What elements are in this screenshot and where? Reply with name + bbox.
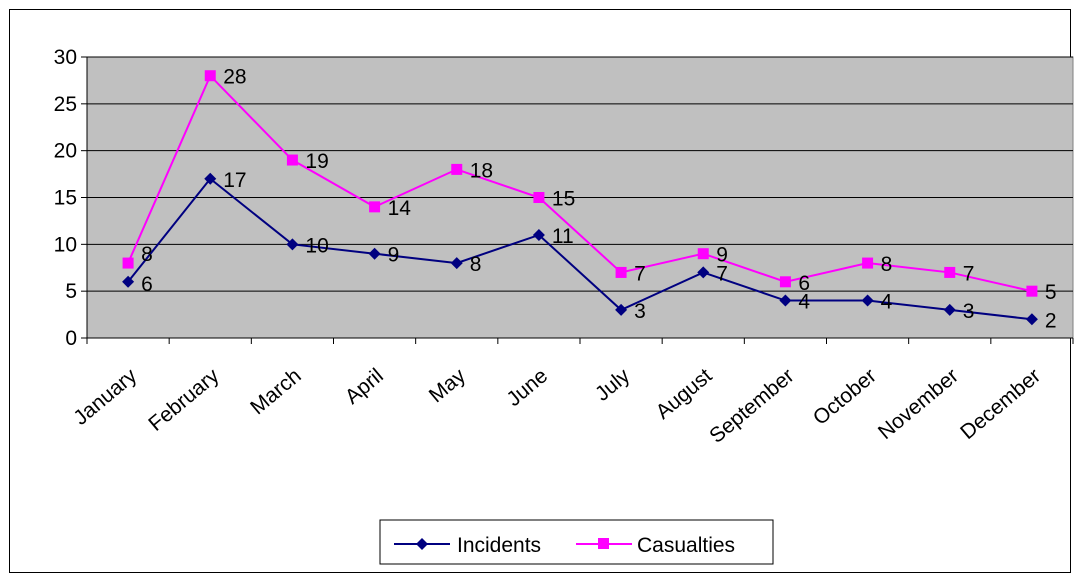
data-point-casualties: [533, 192, 545, 203]
data-point-incidents: [1025, 313, 1038, 326]
data-label-incidents: 8: [470, 253, 482, 276]
series-line-casualties: [127, 73, 1033, 293]
x-tick-label: June: [502, 364, 552, 411]
data-point-casualties: [204, 70, 216, 82]
x-tick-label: August: [652, 364, 717, 424]
data-label-casualties: 7: [634, 262, 646, 285]
legend-incidents-label: Incidents: [457, 534, 541, 557]
x-tick-label: May: [425, 364, 471, 407]
data-point-incidents: [615, 303, 628, 316]
x-tick-label: April: [341, 364, 388, 409]
x-tick-label: September: [705, 364, 798, 448]
data-point-incidents: [450, 257, 463, 270]
data-point-casualties: [615, 266, 627, 278]
x-tick-label: January: [69, 364, 141, 430]
data-point-incidents: [122, 275, 135, 288]
data-label-incidents: 3: [963, 300, 975, 323]
y-tick-label: 5: [65, 280, 77, 303]
data-label-casualties: 8: [141, 243, 153, 266]
data-label-casualties: 8: [881, 253, 893, 276]
x-tick-label: February: [144, 364, 224, 436]
x-tick-label: July: [591, 364, 635, 406]
x-tick-label: November: [874, 364, 963, 444]
y-tick-label: 20: [54, 140, 77, 163]
data-label-incidents: 9: [388, 244, 400, 267]
data-point-incidents: [697, 266, 710, 279]
data-point-casualties: [697, 248, 709, 260]
data-point-casualties: [369, 201, 381, 213]
data-point-incidents: [204, 172, 217, 185]
data-point-incidents: [532, 228, 545, 241]
data-point-incidents: [943, 303, 956, 316]
data-point-incidents: [368, 247, 381, 260]
data-point-casualties: [779, 276, 791, 288]
data-label-casualties: 28: [223, 66, 246, 89]
data-label-incidents: 7: [716, 262, 728, 285]
legend-incidents-marker: [416, 538, 428, 550]
data-label-incidents: 4: [798, 291, 810, 314]
series-line-incidents: [127, 177, 1033, 321]
data-label-incidents: 17: [223, 169, 246, 192]
data-label-incidents: 6: [141, 273, 153, 296]
x-tick-label: December: [956, 364, 1045, 444]
data-point-incidents: [286, 238, 299, 251]
data-point-casualties: [944, 266, 956, 278]
data-label-incidents: 11: [552, 225, 574, 248]
data-point-casualties: [1026, 285, 1038, 297]
legend-casualties-marker: [598, 538, 609, 549]
data-label-casualties: 19: [305, 150, 328, 173]
y-tick-label: 30: [54, 46, 77, 69]
data-point-casualties: [862, 257, 874, 269]
data-label-casualties: 5: [1045, 281, 1057, 304]
data-label-casualties: 6: [798, 272, 810, 295]
legend-box: [379, 519, 774, 565]
data-label-casualties: 7: [963, 262, 975, 285]
data-point-casualties: [286, 154, 298, 166]
data-label-casualties: 18: [470, 159, 493, 182]
y-tick-label: 0: [65, 327, 77, 350]
data-point-casualties: [451, 163, 463, 175]
data-label-incidents: 3: [634, 300, 646, 323]
y-tick-label: 25: [54, 93, 77, 116]
legend-casualties-label: Casualties: [637, 534, 735, 557]
data-point-incidents: [779, 294, 792, 307]
data-label-casualties: 15: [552, 188, 575, 211]
data-label-incidents: 2: [1045, 309, 1057, 332]
data-label-casualties: 9: [716, 244, 728, 267]
legend: Incidents Casualties: [379, 519, 774, 565]
data-point-incidents: [861, 294, 874, 307]
x-tick-label: March: [246, 364, 305, 419]
series: [122, 70, 1038, 326]
data-label-casualties: 14: [388, 197, 412, 220]
x-tick-label: October: [809, 364, 881, 430]
gridlines: [87, 56, 1073, 292]
data-label-incidents: 10: [305, 234, 328, 257]
data-point-casualties: [122, 257, 134, 269]
data-label-incidents: 4: [881, 291, 893, 314]
y-tick-label: 15: [54, 187, 77, 210]
y-tick-label: 10: [54, 233, 77, 256]
